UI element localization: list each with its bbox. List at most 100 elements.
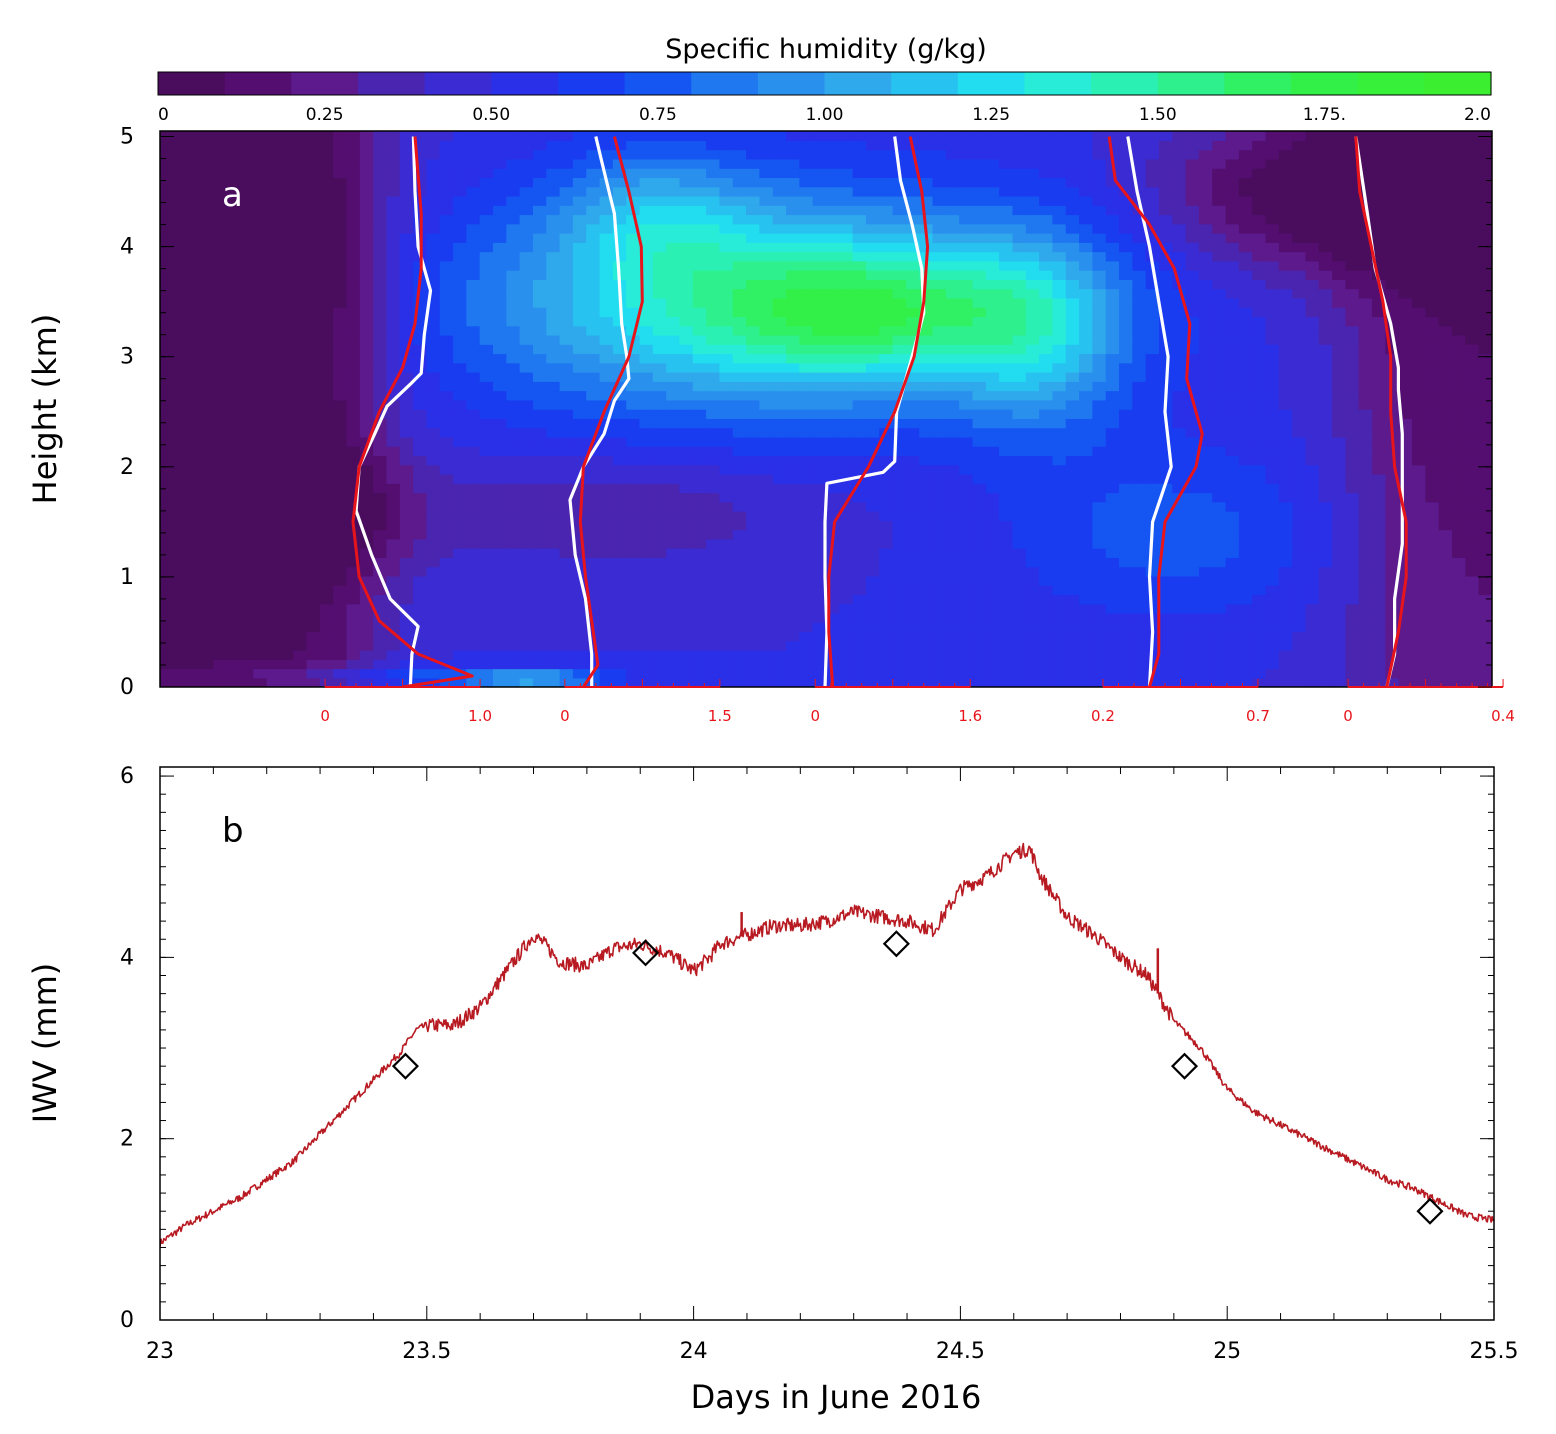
heatmap-cell bbox=[599, 585, 614, 596]
heatmap-cell bbox=[639, 510, 654, 521]
heatmap-cell bbox=[572, 548, 587, 558]
heatmap-cell bbox=[972, 557, 987, 568]
heatmap-cell bbox=[1119, 362, 1134, 373]
heatmap-cell bbox=[506, 158, 521, 169]
heatmap-cell bbox=[932, 594, 947, 605]
heatmap-cell bbox=[612, 334, 627, 345]
heatmap-cell bbox=[213, 149, 228, 160]
heatmap-cell bbox=[160, 381, 175, 392]
heatmap-cell bbox=[706, 223, 721, 234]
heatmap-cell bbox=[1039, 168, 1054, 179]
heatmap-cell bbox=[772, 381, 787, 392]
heatmap-cell bbox=[759, 334, 774, 345]
heatmap-cell bbox=[186, 168, 201, 179]
heatmap-cell bbox=[746, 232, 761, 243]
heatmap-cell bbox=[626, 640, 641, 651]
heatmap-cell bbox=[1092, 529, 1107, 540]
heatmap-cell bbox=[759, 390, 774, 401]
heatmap-cell bbox=[666, 631, 681, 642]
heatmap-cell bbox=[679, 640, 694, 651]
heatmap-cell bbox=[985, 622, 1000, 633]
heatmap-cell bbox=[386, 575, 401, 586]
heatmap-cell bbox=[173, 168, 188, 179]
heatmap-cell bbox=[493, 371, 508, 382]
heatmap-cell bbox=[333, 316, 348, 327]
heatmap-cell bbox=[333, 353, 348, 364]
heatmap-cell bbox=[852, 390, 867, 401]
heatmap-cell bbox=[1079, 205, 1094, 216]
heatmap-cell bbox=[1092, 418, 1107, 429]
heatmap-cell bbox=[652, 464, 667, 475]
heatmap-cell bbox=[572, 603, 587, 614]
heatmap-cell bbox=[972, 316, 987, 327]
heatmap-cell bbox=[1159, 622, 1174, 633]
heatmap-cell bbox=[1238, 557, 1253, 568]
heatmap-cell bbox=[226, 177, 241, 188]
heatmap-cell bbox=[346, 149, 361, 160]
heatmap-cell bbox=[1065, 279, 1080, 290]
heatmap-cell bbox=[1145, 501, 1160, 512]
heatmap-cell bbox=[319, 325, 334, 336]
heatmap-cell bbox=[759, 557, 774, 568]
heatmap-cell bbox=[1159, 436, 1174, 447]
heatmap-cell bbox=[999, 529, 1014, 540]
heatmap-cell bbox=[532, 279, 547, 290]
heatmap-cell bbox=[586, 325, 601, 336]
heatmap-cell bbox=[1198, 297, 1213, 308]
heatmap-cell bbox=[439, 270, 454, 280]
heatmap-cell bbox=[679, 325, 694, 336]
heatmap-cell bbox=[599, 297, 614, 308]
heatmap-cell bbox=[1025, 464, 1040, 475]
heatmap-cell bbox=[1159, 585, 1174, 596]
heatmap-cell bbox=[226, 140, 241, 151]
heatmap-cell bbox=[1079, 455, 1094, 466]
heatmap-cell bbox=[1092, 575, 1107, 586]
heatmap-cell bbox=[359, 325, 374, 336]
heatmap-cell bbox=[453, 307, 468, 318]
heatmap-cell bbox=[852, 177, 867, 188]
heatmap-cell bbox=[826, 622, 841, 633]
heatmap-cell bbox=[932, 566, 947, 577]
heatmap-cell bbox=[359, 409, 374, 419]
heatmap-cell bbox=[826, 492, 841, 503]
heatmap-cell bbox=[546, 232, 561, 243]
heatmap-cell bbox=[1238, 140, 1253, 151]
heatmap-cell bbox=[1132, 585, 1147, 596]
heatmap-cell bbox=[199, 538, 214, 549]
heatmap-cell bbox=[1238, 492, 1253, 503]
heatmap-cell bbox=[626, 529, 641, 540]
heatmap-cell bbox=[466, 446, 481, 457]
heatmap-cell bbox=[812, 418, 827, 429]
heatmap-cell bbox=[1025, 390, 1040, 401]
heatmap-cell bbox=[1198, 668, 1213, 679]
heatmap-cell bbox=[919, 510, 934, 521]
heatmap-cell bbox=[772, 334, 787, 345]
heatmap-cell bbox=[599, 612, 614, 623]
colorbar-swatch bbox=[1291, 72, 1359, 95]
heatmap-cell bbox=[453, 520, 468, 531]
heatmap-cell bbox=[253, 436, 268, 447]
heatmap-cell bbox=[759, 473, 774, 484]
heatmap-cell bbox=[279, 381, 294, 392]
heatmap-cell bbox=[239, 455, 254, 466]
heatmap-cell bbox=[1185, 334, 1200, 345]
heatmap-cell bbox=[972, 232, 987, 243]
heatmap-cell bbox=[1212, 436, 1227, 447]
heatmap-cell bbox=[1198, 409, 1213, 419]
heatmap-cell bbox=[746, 344, 761, 355]
heatmap-cell bbox=[1212, 418, 1227, 429]
heatmap-cell bbox=[559, 603, 574, 614]
heatmap-cell bbox=[1105, 288, 1120, 299]
heatmap-cell bbox=[1092, 464, 1107, 475]
heatmap-cell bbox=[346, 131, 361, 141]
heatmap-cell bbox=[1172, 575, 1187, 586]
heatmap-cell bbox=[559, 399, 574, 410]
heatmap-cell bbox=[586, 158, 601, 169]
heatmap-cell bbox=[479, 279, 494, 290]
heatmap-cell bbox=[1079, 575, 1094, 586]
heatmap-cell bbox=[466, 575, 481, 586]
heatmap-cell bbox=[1092, 177, 1107, 188]
heatmap-cell bbox=[1212, 557, 1227, 568]
heatmap-cell bbox=[852, 510, 867, 521]
heatmap-cell bbox=[1039, 131, 1054, 141]
